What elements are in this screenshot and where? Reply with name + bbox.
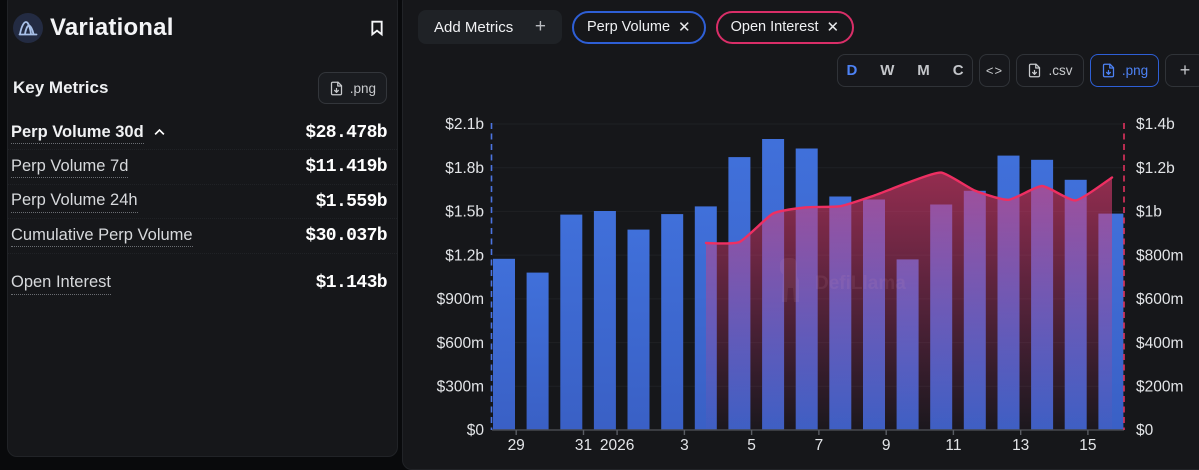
svg-text:$300m: $300m: [437, 379, 484, 396]
svg-text:29: 29: [508, 437, 525, 454]
svg-text:$600m: $600m: [1136, 291, 1183, 308]
svg-text:$1.2b: $1.2b: [1136, 160, 1175, 177]
svg-text:$2.1b: $2.1b: [445, 116, 484, 133]
svg-text:13: 13: [1012, 437, 1029, 454]
svg-text:2026: 2026: [600, 437, 634, 454]
svg-text:$1.2b: $1.2b: [445, 247, 484, 264]
svg-text:15: 15: [1079, 437, 1096, 454]
svg-text:$0: $0: [1136, 422, 1154, 439]
svg-text:5: 5: [747, 437, 756, 454]
svg-text:3: 3: [680, 437, 689, 454]
svg-text:$0: $0: [467, 422, 485, 439]
svg-text:$400m: $400m: [1136, 335, 1183, 352]
svg-text:$800m: $800m: [1136, 247, 1183, 264]
svg-text:11: 11: [945, 437, 961, 454]
svg-text:9: 9: [882, 437, 891, 454]
svg-text:$1b: $1b: [1136, 204, 1162, 221]
svg-text:$600m: $600m: [437, 335, 484, 352]
svg-text:$1.5b: $1.5b: [445, 204, 484, 221]
svg-text:7: 7: [815, 437, 824, 454]
svg-text:$1.8b: $1.8b: [445, 160, 484, 177]
svg-text:$900m: $900m: [437, 291, 484, 308]
svg-text:31: 31: [575, 437, 592, 454]
svg-text:$1.4b: $1.4b: [1136, 116, 1175, 133]
svg-text:$200m: $200m: [1136, 379, 1183, 396]
